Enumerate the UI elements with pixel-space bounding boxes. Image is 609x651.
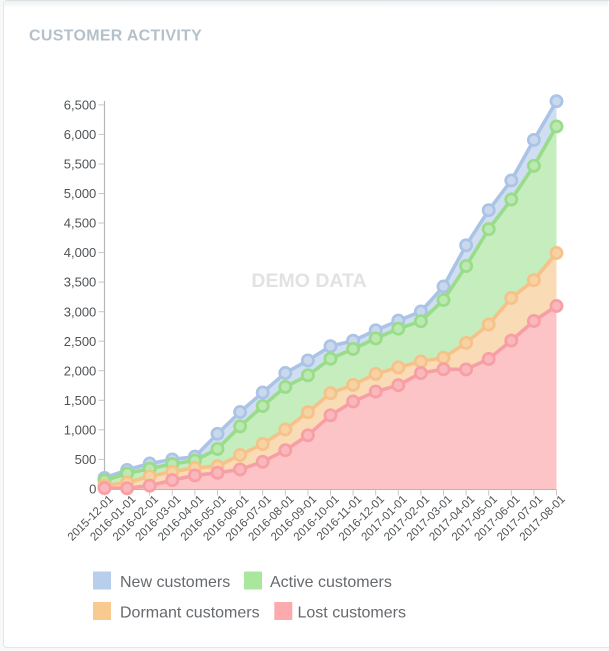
svg-text:0: 0 bbox=[89, 482, 96, 497]
svg-text:2,500: 2,500 bbox=[64, 334, 97, 349]
svg-text:Dormant customers: Dormant customers bbox=[120, 604, 260, 621]
svg-text:500: 500 bbox=[75, 452, 97, 467]
svg-text:6,500: 6,500 bbox=[64, 98, 97, 113]
svg-text:4,500: 4,500 bbox=[64, 216, 97, 231]
svg-text:New customers: New customers bbox=[120, 574, 230, 591]
svg-text:1,500: 1,500 bbox=[64, 393, 97, 408]
svg-text:6,000: 6,000 bbox=[64, 127, 97, 142]
svg-text:4,000: 4,000 bbox=[64, 245, 97, 260]
svg-text:3,000: 3,000 bbox=[64, 304, 97, 319]
svg-text:5,000: 5,000 bbox=[64, 186, 97, 201]
svg-text:2,000: 2,000 bbox=[64, 363, 97, 378]
svg-text:CUSTOMER ACTIVITY: CUSTOMER ACTIVITY bbox=[29, 28, 202, 45]
svg-text:Active customers: Active customers bbox=[270, 574, 392, 591]
svg-text:Lost customers: Lost customers bbox=[298, 604, 406, 621]
svg-text:1,000: 1,000 bbox=[64, 422, 97, 437]
svg-text:DEMO DATA: DEMO DATA bbox=[251, 270, 366, 292]
svg-text:3,500: 3,500 bbox=[64, 275, 97, 290]
svg-text:5,500: 5,500 bbox=[64, 157, 97, 172]
